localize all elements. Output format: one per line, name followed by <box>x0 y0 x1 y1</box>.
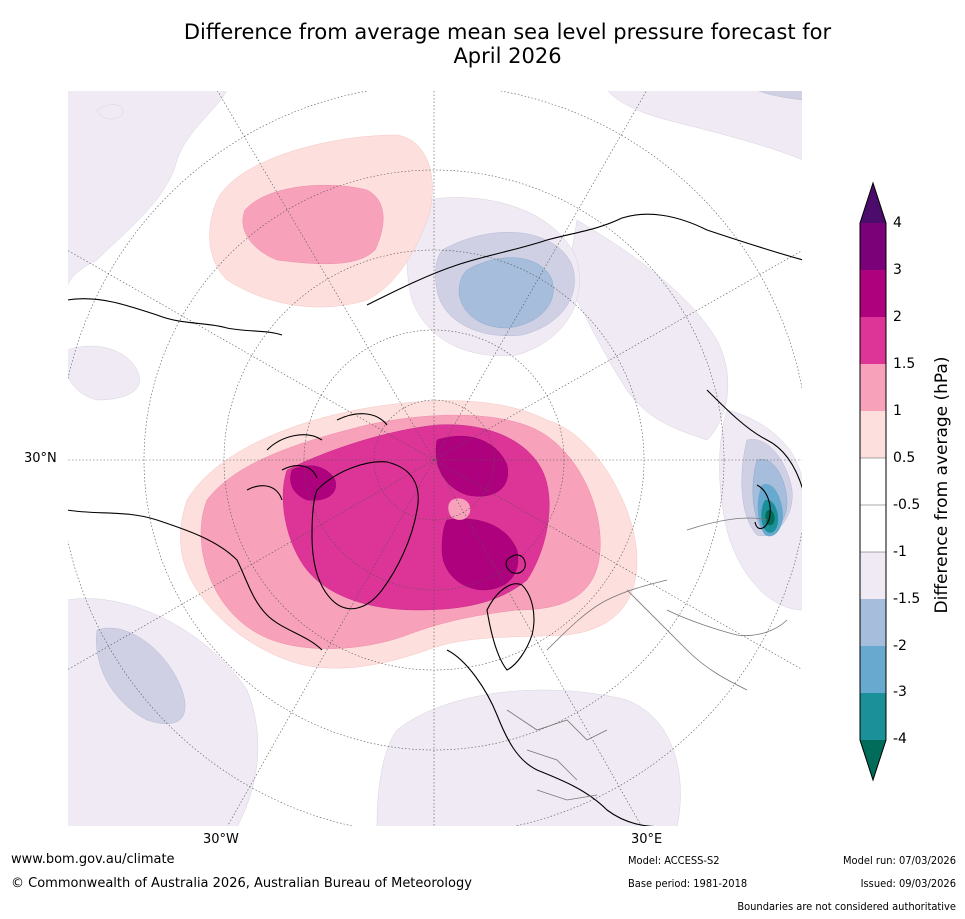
colorbar-segment-neg-3-to-neg-4 <box>860 693 886 740</box>
title-line-1: Difference from average mean sea level p… <box>183 20 832 44</box>
latitude-circle-50 <box>143 169 725 751</box>
meridian-60e <box>433 459 803 671</box>
footer-issued: Issued: 09/03/2026 <box>860 877 956 890</box>
latitude-label-30n: 30°N <box>24 451 57 466</box>
colorbar-tick-label: -1.5 <box>893 591 921 607</box>
region-light-hole-arctic <box>448 498 471 520</box>
border-europe-grid <box>506 709 608 801</box>
region-pink-north-pacific <box>242 184 384 265</box>
region-lavender-east <box>566 219 729 441</box>
colorbar-segment-neg-1-to-neg-1-5 <box>860 552 886 599</box>
colorbar-segment-1-to-1-5 <box>860 364 886 411</box>
footer-url[interactable]: www.bom.gov.au/climate <box>11 852 175 867</box>
longitude-label-30w: 30°W <box>203 832 239 847</box>
meridian-30e <box>433 459 643 827</box>
chart-title: Difference from average mean sea level p… <box>0 20 965 68</box>
title-line-2: April 2026 <box>453 44 562 68</box>
region-deep-magenta-arctic-west <box>290 465 336 501</box>
colorbar-tick-label: 2 <box>893 309 902 325</box>
colorbar-segment-neg-2-to-neg-3 <box>860 646 886 693</box>
meridian-120w <box>67 249 435 461</box>
meridian-150w <box>216 90 435 461</box>
coastline-siberia <box>366 213 803 306</box>
colorbar-tick-label: -4 <box>893 731 907 747</box>
longitude-label-30e: 30°E <box>631 832 663 847</box>
colorbar-segment-3-to-4 <box>860 223 886 270</box>
meridian-30w <box>226 459 435 827</box>
coastline-europe <box>446 649 668 827</box>
coastline-scandinavia <box>486 583 535 671</box>
map-frame <box>67 90 803 827</box>
colorbar <box>859 181 887 782</box>
colorbar-dividers <box>860 457 886 553</box>
coastline-asia-east <box>706 389 803 491</box>
colorbar-tick-label: 0.5 <box>893 450 916 466</box>
colorbar-tick-label: -2 <box>893 638 907 654</box>
region-lavender-arctic-west <box>67 345 140 401</box>
colorbar-tick-label: -3 <box>893 684 907 700</box>
coastline-north-america <box>67 509 323 651</box>
country-borders <box>506 517 788 801</box>
footer-model: Model: ACCESS-S2 <box>628 854 720 867</box>
coastline-svalbard <box>505 554 526 574</box>
colorbar-tick-label: 4 <box>893 215 902 231</box>
region-lavender-mediterranean <box>376 689 681 827</box>
footer-base-period: Base period: 1981-2018 <box>628 877 748 890</box>
coastlines <box>67 213 803 827</box>
colorbar-tick-label: -1 <box>893 544 907 560</box>
footer-disclaimer: Boundaries are not considered authoritat… <box>737 900 956 913</box>
region-lavender-top-right <box>606 90 803 161</box>
border-central-asia <box>626 589 748 691</box>
meridian-120e <box>433 249 803 461</box>
region-periwinkle-pacific <box>96 627 186 724</box>
colorbar-tick-label: 1.5 <box>893 356 916 372</box>
region-deep-magenta-arctic-south <box>441 518 519 591</box>
coastline-canadian-archipelago <box>246 413 388 501</box>
coastline-alaska <box>67 298 283 336</box>
colorbar-segment-neg-1-5-to-neg-2 <box>860 599 886 646</box>
colorbar-segment-0-5-to-1 <box>860 411 886 458</box>
colorbar-title: Difference from average (hPa) <box>932 356 952 614</box>
colorbar-segment-2-to-3 <box>860 270 886 317</box>
colorbar-tick-label: 1 <box>893 403 902 419</box>
meridian-150e <box>433 90 648 461</box>
colorbar-bottom-extension <box>860 740 886 780</box>
region-blue-greenland-sea <box>458 257 554 329</box>
coastline-greenland <box>311 461 419 610</box>
region-periwinkle-top-right <box>756 90 803 101</box>
border-mongolia <box>686 517 768 531</box>
region-lavender-northwest-top <box>67 90 228 291</box>
colorbar-outline <box>859 181 887 782</box>
footer-model-run: Model run: 07/03/2026 <box>843 854 956 867</box>
colorbar-tick-label: -0.5 <box>893 497 921 513</box>
border-russia-west <box>546 579 668 651</box>
footer-copyright: © Commonwealth of Australia 2026, Austra… <box>11 876 472 891</box>
colorbar-segment-neg-0-5-to-neg-1 <box>860 505 886 552</box>
region-lavender-upper-left <box>96 104 124 120</box>
coastline-japan <box>754 484 771 530</box>
colorbar-segment-neutral <box>860 458 886 505</box>
meridian-60w <box>67 459 435 671</box>
pressure-anomaly-map <box>67 90 803 827</box>
colorbar-top-extension <box>860 183 886 223</box>
colorbar-segment-1-5-to-2 <box>860 317 886 364</box>
graticule <box>67 90 803 827</box>
colorbar-tick-label: 3 <box>893 262 902 278</box>
border-china <box>666 609 788 637</box>
